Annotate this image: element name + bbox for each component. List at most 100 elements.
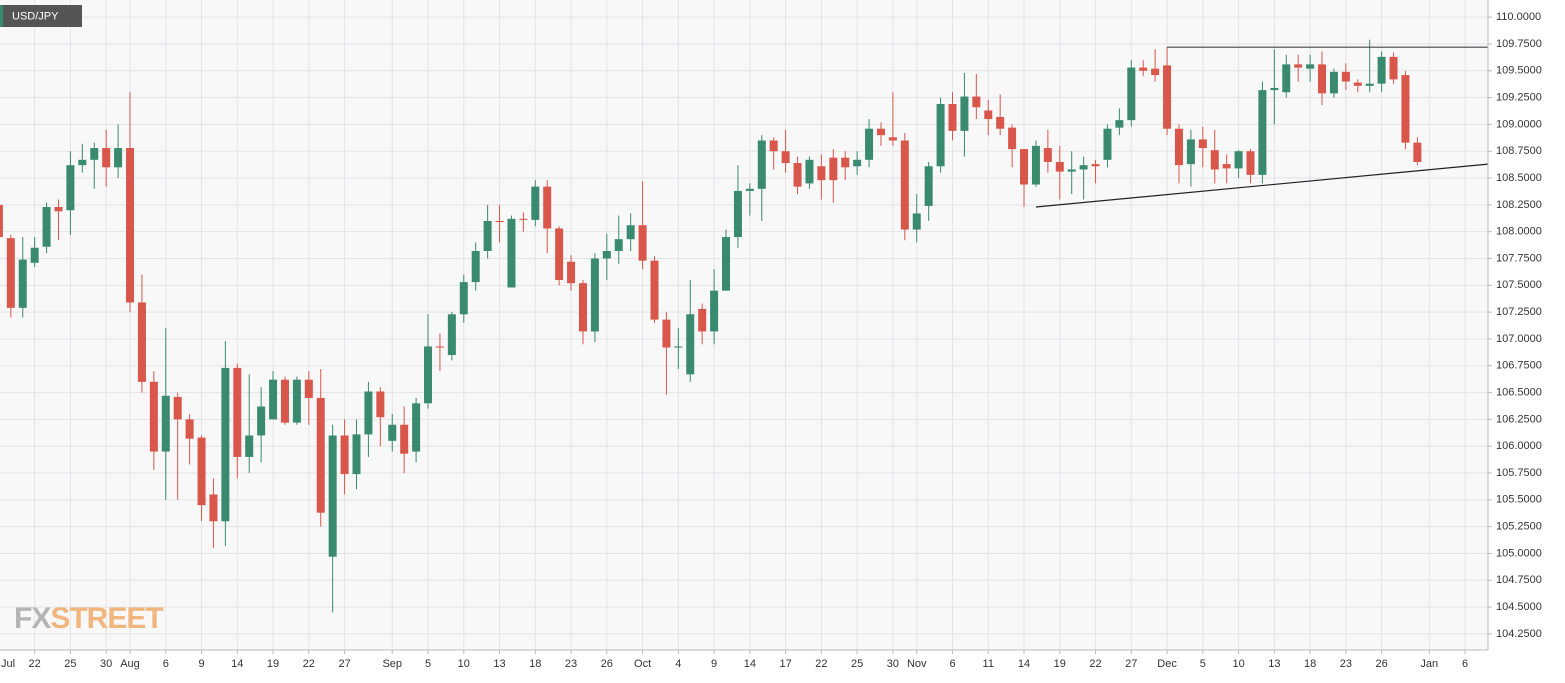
candle-body bbox=[1163, 65, 1172, 129]
x-tick-label: 27 bbox=[338, 658, 350, 670]
candle-body bbox=[42, 207, 51, 247]
candle-body bbox=[233, 367, 242, 457]
candle-body bbox=[1174, 128, 1183, 166]
watermark: FXSTREET bbox=[14, 602, 163, 635]
y-tick-label: 106.5000 bbox=[1496, 386, 1542, 398]
candle-body bbox=[1103, 128, 1112, 160]
candle-body bbox=[1043, 148, 1052, 162]
candle-body bbox=[722, 237, 731, 291]
candle-body bbox=[18, 259, 27, 308]
candle-body bbox=[1234, 151, 1243, 169]
candle-body bbox=[1079, 165, 1088, 170]
candle-body bbox=[245, 435, 254, 457]
y-tick-label: 107.5000 bbox=[1496, 279, 1542, 291]
y-tick-label: 106.0000 bbox=[1496, 440, 1542, 452]
x-tick-label: Aug bbox=[120, 658, 140, 670]
candle-body bbox=[483, 220, 492, 251]
candle-body bbox=[376, 391, 385, 418]
candle-body bbox=[1258, 90, 1267, 175]
trendline bbox=[1035, 163, 1489, 208]
candle-body bbox=[1341, 71, 1350, 82]
x-tick-label: 25 bbox=[851, 658, 863, 670]
x-tick-label: 22 bbox=[29, 658, 41, 670]
candle-body bbox=[769, 140, 778, 152]
candle-body bbox=[459, 282, 468, 315]
candle-body bbox=[280, 379, 289, 423]
candle-body bbox=[424, 346, 433, 404]
candle-body bbox=[888, 137, 897, 141]
candle-body bbox=[841, 157, 850, 168]
candle-body bbox=[984, 110, 993, 120]
candle-body bbox=[876, 128, 885, 136]
x-tick-label: 19 bbox=[1054, 658, 1066, 670]
y-tick-label: 105.0000 bbox=[1496, 547, 1542, 559]
candle-body bbox=[650, 260, 659, 320]
candle-body bbox=[853, 159, 862, 167]
x-tick-label: 22 bbox=[815, 658, 827, 670]
x-tick-label: 26 bbox=[1375, 658, 1387, 670]
candle-body bbox=[1389, 56, 1398, 80]
candle-body bbox=[1198, 139, 1207, 149]
candle-body bbox=[733, 190, 742, 238]
candle-body bbox=[257, 406, 266, 436]
x-tick-label: 13 bbox=[493, 658, 505, 670]
candle-body bbox=[1365, 83, 1374, 86]
candle-body bbox=[388, 424, 397, 441]
candle-body bbox=[292, 379, 301, 423]
candle-body bbox=[1246, 151, 1255, 175]
candle-body bbox=[269, 379, 278, 420]
candle-body bbox=[78, 159, 87, 166]
y-tick-label: 107.2500 bbox=[1496, 306, 1542, 318]
y-tick-label: 104.7500 bbox=[1496, 574, 1542, 586]
y-tick-label: 109.5000 bbox=[1496, 65, 1542, 77]
y-tick-label: 108.7500 bbox=[1496, 145, 1542, 157]
candle-body bbox=[1210, 150, 1219, 170]
candle-body bbox=[1186, 139, 1195, 165]
candle-body bbox=[674, 346, 683, 348]
x-tick-label: 14 bbox=[1018, 658, 1030, 670]
x-tick-label: Dec bbox=[1157, 658, 1177, 670]
candle-body bbox=[173, 396, 182, 420]
candle-body bbox=[817, 166, 826, 181]
candle-body bbox=[209, 494, 218, 522]
candle-body bbox=[1127, 67, 1136, 121]
x-tick-label: 18 bbox=[529, 658, 541, 670]
x-tick-label: 10 bbox=[1232, 658, 1244, 670]
candle-body bbox=[1008, 127, 1017, 150]
x-tick-label: Oct bbox=[634, 658, 651, 670]
candle-body bbox=[66, 165, 75, 211]
x-tick-label: Jul bbox=[1, 658, 15, 670]
candle-body bbox=[1270, 87, 1279, 91]
x-tick-label: 9 bbox=[711, 658, 717, 670]
candle-body bbox=[686, 314, 695, 375]
candle-body bbox=[757, 140, 766, 189]
candle-body bbox=[1091, 164, 1100, 167]
candle-body bbox=[221, 367, 230, 522]
candle-body bbox=[519, 218, 528, 220]
y-tick-label: 106.2500 bbox=[1496, 413, 1542, 425]
candle-body bbox=[1353, 82, 1362, 86]
x-tick-label: 30 bbox=[887, 658, 899, 670]
x-tick-label: 14 bbox=[744, 658, 756, 670]
candle-body bbox=[185, 419, 194, 439]
candle-body bbox=[1318, 64, 1327, 94]
x-tick-label: 10 bbox=[458, 658, 470, 670]
x-tick-label: 27 bbox=[1125, 658, 1137, 670]
candle-body bbox=[137, 302, 146, 382]
watermark-fx: FX bbox=[14, 602, 51, 635]
x-tick-label: 6 bbox=[1462, 658, 1468, 670]
candle-body bbox=[0, 204, 3, 238]
candle-body bbox=[1377, 56, 1386, 84]
candle-body bbox=[447, 314, 456, 356]
plot-area bbox=[0, 0, 1488, 650]
candle-body bbox=[126, 148, 135, 303]
x-tick-label: Jan bbox=[1420, 658, 1438, 670]
x-tick-label: 30 bbox=[100, 658, 112, 670]
candle-body bbox=[578, 283, 587, 332]
candle-body bbox=[1306, 64, 1315, 69]
candle-body bbox=[638, 225, 647, 261]
x-tick-label: 22 bbox=[1089, 658, 1101, 670]
candle-body bbox=[90, 148, 99, 160]
candle-body bbox=[471, 250, 480, 283]
